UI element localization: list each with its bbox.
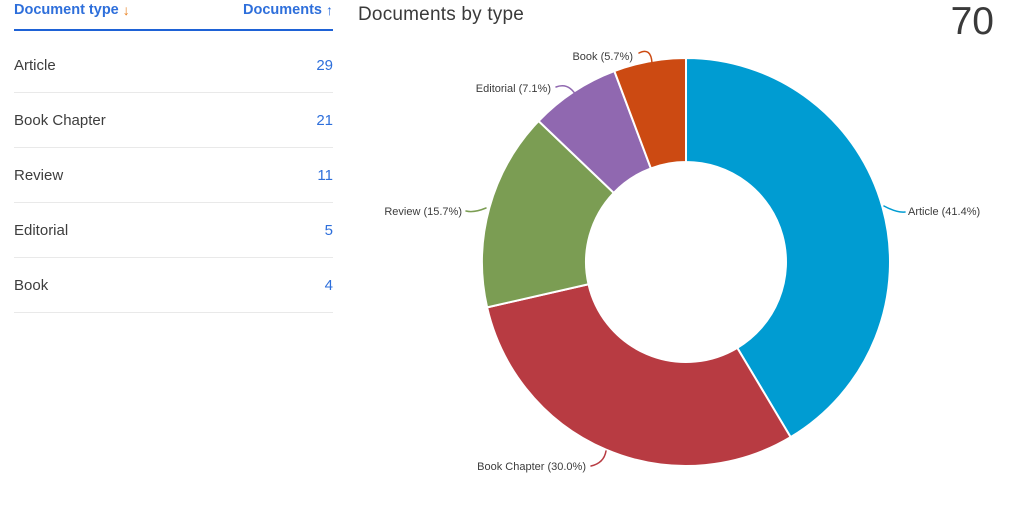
documents-count-link[interactable]: 4 bbox=[324, 276, 333, 294]
documents-count-link[interactable]: 29 bbox=[316, 56, 333, 74]
documents-count-link[interactable]: 5 bbox=[324, 221, 333, 239]
column-header-documents[interactable]: Documents ↑ bbox=[243, 2, 333, 18]
document-type-cell: Editorial bbox=[14, 221, 69, 239]
slice-label-article: Article (41.4%) bbox=[908, 206, 980, 218]
donut-slice-article[interactable] bbox=[685, 56, 891, 439]
table-row-review: Review 11 bbox=[14, 148, 333, 203]
slice-leader-line-book-chapter bbox=[590, 450, 607, 467]
document-type-cell: Article bbox=[14, 56, 56, 74]
document-type-cell: Book Chapter bbox=[14, 111, 106, 129]
slice-leader-line-article bbox=[883, 205, 906, 213]
slice-leader-line-review bbox=[465, 207, 487, 213]
documents-count-link[interactable]: 21 bbox=[316, 111, 333, 129]
donut-slice-book[interactable] bbox=[613, 56, 687, 170]
documents-count-link[interactable]: 11 bbox=[317, 166, 333, 184]
table-row-editorial: Editorial 5 bbox=[14, 203, 333, 258]
sort-descending-icon: ↓ bbox=[122, 2, 130, 18]
column-header-document-type-label: Document type bbox=[14, 2, 119, 18]
slice-label-book: Book (5.7%) bbox=[572, 51, 633, 63]
donut-slice-book-chapter[interactable] bbox=[485, 283, 793, 467]
table-row-article: Article 29 bbox=[14, 38, 333, 93]
column-header-documents-label: Documents bbox=[243, 2, 322, 18]
donut-slice-review[interactable] bbox=[481, 119, 616, 309]
chart-title: Documents by type bbox=[358, 4, 525, 25]
slice-label-book-chapter: Book Chapter (30.0%) bbox=[477, 461, 586, 473]
table-row-book: Book 4 bbox=[14, 258, 333, 313]
slice-label-review: Review (15.7%) bbox=[384, 206, 462, 218]
document-type-cell: Book bbox=[14, 276, 49, 294]
table-header-row: Document type ↓ Documents ↑ bbox=[14, 2, 333, 31]
document-type-table: Document type ↓ Documents ↑ Article 29 B… bbox=[14, 2, 333, 313]
table-row-book-chapter: Book Chapter 21 bbox=[14, 93, 333, 148]
slice-label-editorial: Editorial (7.1%) bbox=[476, 83, 551, 95]
column-header-document-type[interactable]: Document type ↓ bbox=[14, 2, 130, 18]
total-documents-count: 70 bbox=[950, 0, 994, 43]
sort-ascending-icon: ↑ bbox=[326, 2, 333, 18]
document-type-cell: Review bbox=[14, 166, 64, 184]
table-body: Article 29 Book Chapter 21 Review 11 Edi… bbox=[14, 31, 333, 313]
